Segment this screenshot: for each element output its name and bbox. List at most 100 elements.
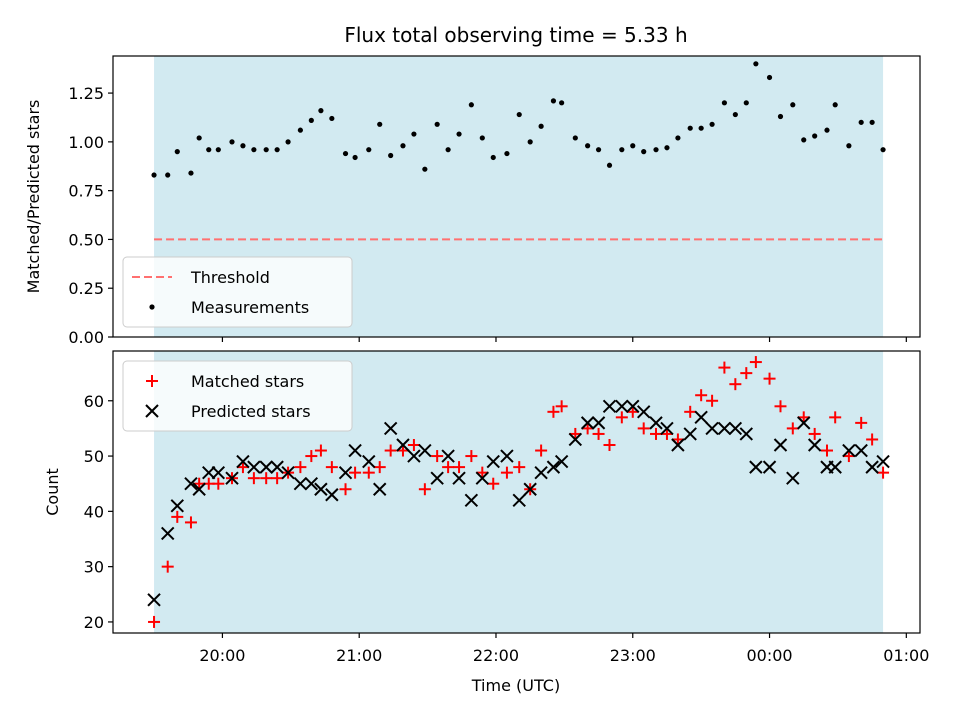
data-point bbox=[538, 123, 544, 129]
data-point bbox=[431, 450, 444, 463]
legend-swatch bbox=[146, 375, 158, 387]
data-point bbox=[705, 421, 719, 436]
x-axis-label: Time (UTC) bbox=[471, 676, 560, 695]
data-point bbox=[694, 410, 708, 425]
data-point bbox=[717, 421, 732, 436]
data-point bbox=[259, 460, 273, 474]
data-point bbox=[880, 147, 886, 153]
data-point bbox=[202, 465, 216, 480]
y-tick-label: 0.00 bbox=[68, 328, 104, 347]
data-point bbox=[170, 499, 184, 513]
data-point bbox=[675, 135, 681, 141]
data-point bbox=[396, 438, 410, 452]
data-point bbox=[285, 139, 291, 145]
data-point bbox=[846, 143, 852, 149]
data-point bbox=[500, 466, 513, 479]
data-point bbox=[434, 121, 440, 127]
data-point bbox=[500, 449, 514, 463]
data-point bbox=[637, 422, 650, 435]
data-point bbox=[820, 444, 833, 457]
data-point bbox=[407, 449, 421, 463]
panel-count: 20 30 40 50 60 20:00 21:00 22:00 23:00 00:00 01:00… bbox=[43, 350, 929, 665]
chart-title: Flux total observing time = 5.33 h bbox=[344, 23, 687, 47]
data-point bbox=[418, 483, 431, 496]
data-point bbox=[294, 461, 307, 474]
data-point bbox=[550, 98, 557, 104]
data-point bbox=[314, 444, 327, 457]
data-point bbox=[384, 444, 397, 457]
data-point bbox=[842, 450, 855, 463]
data-point bbox=[555, 400, 568, 413]
y-tick-label: 40 bbox=[84, 502, 104, 521]
data-point bbox=[308, 117, 314, 123]
data-point bbox=[671, 438, 685, 452]
data-point bbox=[388, 152, 394, 159]
data-point bbox=[229, 139, 235, 145]
data-point bbox=[247, 472, 260, 485]
data-point bbox=[660, 427, 673, 440]
data-point bbox=[486, 454, 500, 469]
data-point bbox=[161, 526, 175, 541]
y-tick-label: 1.00 bbox=[68, 133, 104, 152]
data-point bbox=[318, 108, 324, 114]
data-point bbox=[559, 100, 565, 106]
data-point bbox=[513, 461, 526, 474]
data-point bbox=[348, 443, 362, 458]
data-point bbox=[147, 593, 161, 607]
data-point bbox=[452, 471, 466, 485]
data-point bbox=[854, 443, 868, 458]
data-point bbox=[580, 416, 595, 430]
data-point bbox=[297, 127, 303, 133]
data-point bbox=[797, 416, 811, 430]
data-point bbox=[342, 150, 349, 157]
data-point bbox=[812, 133, 818, 139]
data-point bbox=[442, 461, 455, 474]
data-point bbox=[828, 460, 842, 474]
data-point bbox=[240, 143, 246, 149]
y-tick-label: 20 bbox=[84, 613, 104, 632]
data-point bbox=[464, 493, 479, 508]
data-point bbox=[808, 427, 821, 440]
data-point bbox=[615, 399, 629, 414]
data-point bbox=[858, 119, 864, 125]
x-tick-label: 23:00 bbox=[610, 646, 656, 665]
series-measurements bbox=[151, 61, 886, 178]
y-tick-label: 1.25 bbox=[68, 84, 104, 103]
data-point bbox=[281, 465, 295, 480]
data-point bbox=[595, 147, 602, 153]
data-point bbox=[721, 100, 728, 106]
data-point bbox=[535, 444, 548, 457]
data-point bbox=[174, 149, 180, 155]
legend-box bbox=[122, 360, 353, 432]
data-point bbox=[671, 433, 684, 446]
panel-ratio: 0.00 0.25 0.50 0.75 1.00 1.25 Matched/Predicte… bbox=[24, 55, 921, 347]
y-axis-label: Matched/Predicted stars bbox=[24, 100, 43, 294]
data-point bbox=[739, 427, 753, 441]
data-point bbox=[314, 482, 328, 496]
data-point bbox=[527, 139, 533, 145]
data-point bbox=[373, 461, 386, 474]
data-point bbox=[215, 147, 221, 153]
data-point bbox=[445, 147, 451, 153]
data-point bbox=[546, 460, 561, 474]
data-point bbox=[615, 411, 628, 424]
data-point bbox=[516, 111, 522, 118]
data-point bbox=[411, 131, 417, 137]
data-point bbox=[349, 466, 362, 479]
data-point bbox=[305, 450, 318, 463]
data-point bbox=[773, 438, 788, 452]
data-point bbox=[418, 443, 432, 458]
data-point bbox=[876, 454, 890, 469]
data-point bbox=[373, 482, 387, 496]
data-point bbox=[865, 460, 879, 474]
data-point bbox=[650, 427, 663, 440]
data-point bbox=[151, 172, 157, 178]
data-point bbox=[534, 465, 548, 480]
series-matched-stars bbox=[148, 356, 890, 628]
data-point bbox=[192, 482, 206, 496]
data-point bbox=[271, 472, 284, 485]
data-point bbox=[877, 466, 890, 479]
data-point bbox=[270, 460, 284, 474]
data-point bbox=[569, 427, 582, 440]
data-point bbox=[547, 405, 560, 418]
